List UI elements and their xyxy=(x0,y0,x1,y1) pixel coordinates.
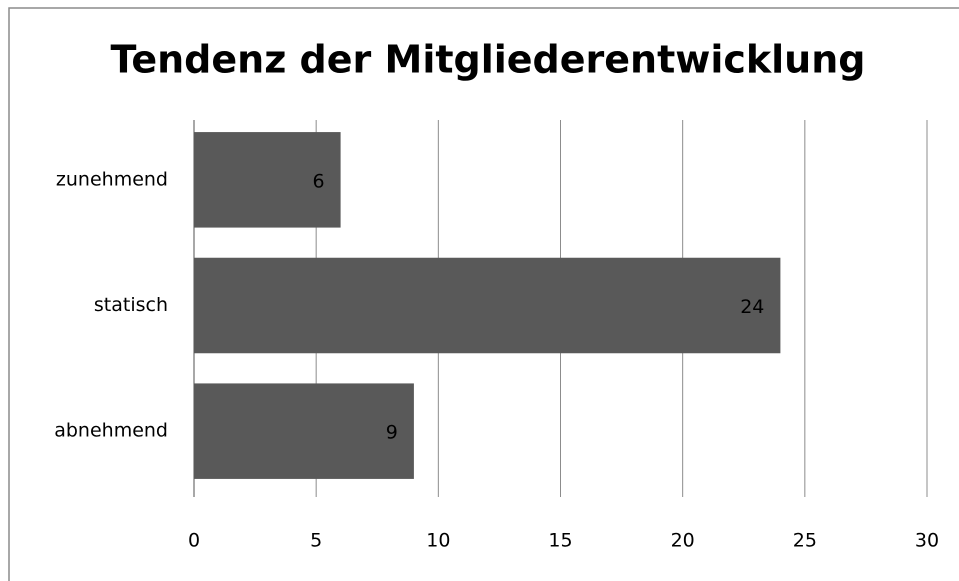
x-tick-label: 0 xyxy=(188,530,200,552)
bar xyxy=(194,383,414,479)
y-tick-label: statisch xyxy=(94,294,168,316)
x-tick-label: 10 xyxy=(426,530,450,552)
data-label: 24 xyxy=(740,296,764,318)
y-tick-label: zunehmend xyxy=(56,168,168,190)
x-tick-label: 5 xyxy=(310,530,322,552)
data-label: 6 xyxy=(313,170,325,192)
x-tick-label: 20 xyxy=(671,530,695,552)
x-tick-label: 15 xyxy=(548,530,572,552)
bar xyxy=(194,257,781,354)
bar xyxy=(194,132,341,228)
x-tick-label: 25 xyxy=(793,530,817,552)
data-label: 9 xyxy=(386,422,398,444)
chart-title: Tendenz der Mitgliederentwicklung xyxy=(110,38,865,82)
y-tick-label: abnehmend xyxy=(54,420,168,442)
x-tick-label: 30 xyxy=(915,530,939,552)
